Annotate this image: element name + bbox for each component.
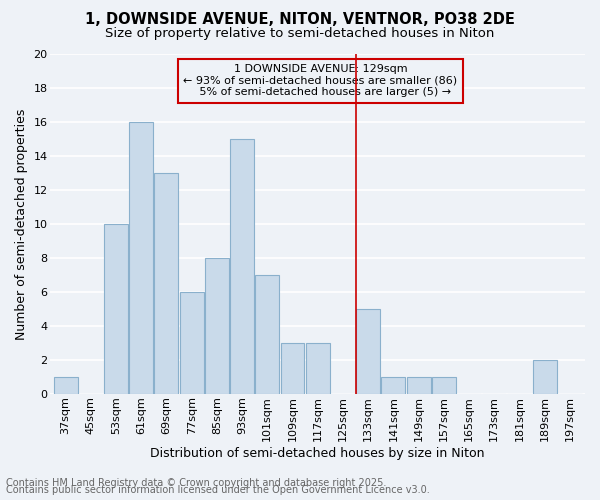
Bar xyxy=(104,224,128,394)
X-axis label: Distribution of semi-detached houses by size in Niton: Distribution of semi-detached houses by … xyxy=(151,447,485,460)
Bar xyxy=(154,173,178,394)
Text: Size of property relative to semi-detached houses in Niton: Size of property relative to semi-detach… xyxy=(106,28,494,40)
Bar xyxy=(281,342,304,394)
Y-axis label: Number of semi-detached properties: Number of semi-detached properties xyxy=(15,108,28,340)
Bar xyxy=(53,376,77,394)
Bar xyxy=(432,376,456,394)
Bar xyxy=(179,292,203,394)
Text: 1, DOWNSIDE AVENUE, NITON, VENTNOR, PO38 2DE: 1, DOWNSIDE AVENUE, NITON, VENTNOR, PO38… xyxy=(85,12,515,28)
Text: Contains HM Land Registry data © Crown copyright and database right 2025.: Contains HM Land Registry data © Crown c… xyxy=(6,478,386,488)
Text: Contains public sector information licensed under the Open Government Licence v3: Contains public sector information licen… xyxy=(6,485,430,495)
Bar xyxy=(306,342,330,394)
Bar xyxy=(407,376,431,394)
Bar xyxy=(533,360,557,394)
Bar xyxy=(205,258,229,394)
Text: 1 DOWNSIDE AVENUE: 129sqm
← 93% of semi-detached houses are smaller (86)
   5% o: 1 DOWNSIDE AVENUE: 129sqm ← 93% of semi-… xyxy=(184,64,457,98)
Bar xyxy=(356,308,380,394)
Bar xyxy=(129,122,153,394)
Bar xyxy=(230,139,254,394)
Bar xyxy=(256,275,279,394)
Bar xyxy=(382,376,406,394)
